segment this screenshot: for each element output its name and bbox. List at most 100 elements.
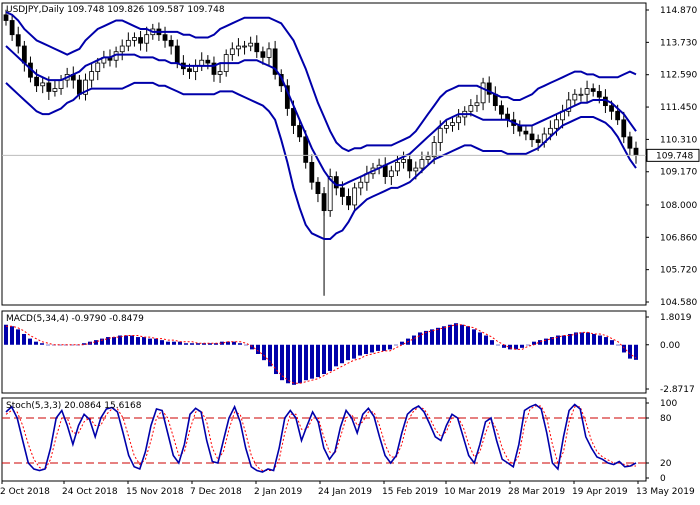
macd-bar — [244, 344, 248, 346]
price-panel-frame — [1, 2, 647, 306]
price-header: USDJPY,Daily 109.748 109.826 109.587 109… — [6, 5, 225, 15]
macd-bar — [22, 333, 26, 345]
macd-bar — [178, 341, 182, 345]
x-tick-label: 7 Dec 2018 — [190, 487, 242, 497]
price-tag-label: 109.748 — [656, 151, 693, 161]
x-tick-label: 13 May 2019 — [636, 487, 695, 497]
price-candle — [401, 159, 406, 163]
macd-bar — [292, 344, 296, 385]
price-candle — [413, 167, 419, 172]
macd-bar — [370, 344, 374, 353]
macd-bar — [136, 337, 140, 345]
price-candle — [95, 62, 101, 72]
macd-bar — [340, 344, 344, 364]
price-ytick-label: 111.450 — [660, 103, 697, 113]
macd-bar — [442, 326, 446, 345]
price-header-symbol: USDJPY,Daily — [6, 5, 67, 15]
price-candle — [395, 161, 400, 172]
macd-bar — [556, 335, 560, 345]
macd-bar — [628, 344, 632, 359]
macd-bar — [334, 344, 338, 367]
macd-bar — [634, 344, 638, 360]
price-candle — [291, 108, 296, 126]
macd-bar — [358, 344, 362, 356]
macd-ytick-label: 1.8019 — [660, 313, 692, 323]
price-candle — [217, 71, 223, 75]
stoch-panel-frame — [1, 397, 647, 482]
price-candle — [15, 34, 21, 47]
price-candle — [437, 127, 443, 143]
price-header-ohlc-value: 109.587 — [147, 5, 187, 15]
x-tick-label: 2 Oct 2018 — [0, 487, 50, 497]
price-candle — [352, 187, 358, 206]
macd-bar — [586, 332, 590, 345]
macd-bar — [316, 344, 320, 378]
stoch-ytick-label: 100 — [660, 399, 677, 409]
macd-ytick-label: 0.00 — [660, 341, 680, 351]
price-candle — [132, 37, 137, 41]
macd-bar — [580, 332, 584, 345]
macd-bar — [112, 337, 116, 345]
price-candle — [340, 187, 345, 197]
price-candle — [566, 99, 572, 112]
macd-bar — [544, 338, 548, 345]
macd-bar — [430, 329, 434, 345]
macd-bar — [616, 344, 620, 346]
macd-bar — [604, 337, 608, 345]
macd-bar — [460, 324, 464, 345]
price-candle — [187, 68, 192, 72]
stoch-ytick-label: 20 — [660, 459, 672, 469]
price-candle — [333, 176, 339, 189]
macd-bar — [376, 344, 380, 351]
macd-bar — [154, 338, 158, 345]
macd-bar — [172, 341, 176, 345]
macd-bar — [502, 344, 506, 348]
price-candle — [162, 34, 168, 41]
price-candle — [272, 48, 278, 75]
macd-bar — [538, 340, 542, 345]
bollinger-middle-line — [5, 45, 637, 187]
macd-bar — [130, 335, 134, 345]
stoch-ytick-label: 0 — [660, 474, 666, 484]
price-candle — [125, 39, 131, 47]
macd-bar — [262, 344, 266, 361]
x-tick-label: 19 Apr 2019 — [572, 487, 628, 497]
price-candle — [358, 181, 364, 189]
price-candle — [627, 136, 633, 149]
price-candle — [431, 142, 437, 158]
price-candle — [499, 105, 504, 115]
price-candle — [633, 147, 639, 156]
price-candle — [554, 119, 559, 129]
price-ytick-label: 110.310 — [660, 135, 697, 145]
price-candle — [119, 45, 125, 53]
price-candles — [3, 9, 639, 217]
macd-bar — [82, 343, 86, 345]
price-candle — [236, 45, 241, 50]
macd-bar — [226, 341, 230, 345]
price-header-ohlc-value: 109.748 — [187, 5, 224, 15]
macd-header-value: -0.9790 — [72, 314, 110, 324]
macd-bar — [598, 335, 602, 345]
price-candle — [46, 82, 52, 92]
macd-bar — [466, 326, 470, 345]
macd-bar — [508, 344, 512, 350]
stoch-k-line — [5, 403, 637, 473]
macd-bar — [436, 327, 440, 345]
macd-header-label: MACD(5,34,4) — [6, 314, 72, 324]
macd-bar — [520, 344, 524, 348]
price-candle — [266, 48, 272, 58]
macd-bar — [148, 338, 152, 345]
price-candle — [205, 59, 211, 64]
price-candle — [443, 125, 449, 129]
price-candle — [419, 159, 425, 169]
price-candle — [596, 91, 602, 98]
price-candle — [474, 102, 480, 107]
macd-bar — [46, 344, 50, 346]
price-candle — [346, 196, 351, 206]
price-candle — [260, 51, 266, 58]
price-candle — [468, 105, 474, 112]
macd-bar — [364, 344, 368, 355]
price-candle — [547, 127, 553, 135]
macd-bar — [562, 335, 566, 345]
price-candle — [535, 139, 541, 143]
